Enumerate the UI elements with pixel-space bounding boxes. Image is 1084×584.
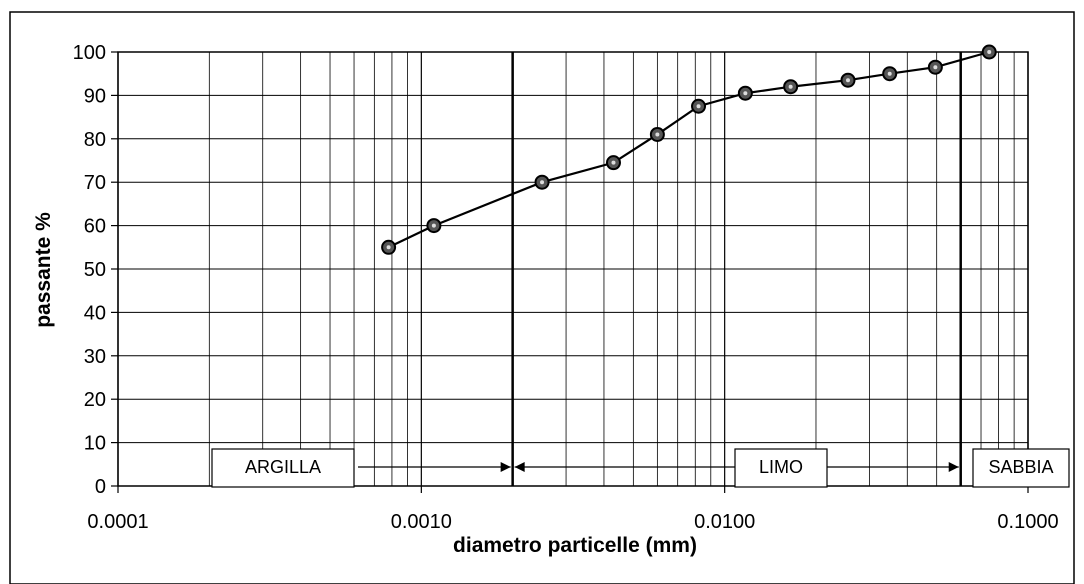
x-tick-label: 0.0010 <box>391 511 452 533</box>
data-point-highlight <box>431 223 436 228</box>
data-point-highlight <box>696 104 701 109</box>
data-point-highlight <box>887 71 892 76</box>
x-axis-tick-labels: 0.0001 0.0010 0.0100 0.1000 <box>87 511 1058 533</box>
x-tick-label: 0.0001 <box>87 511 148 533</box>
y-tick-label: 30 <box>84 346 106 368</box>
chart-frame <box>9 11 1075 584</box>
y-tick-label: 70 <box>84 172 106 194</box>
x-tick-label: 0.1000 <box>997 511 1058 533</box>
zone-boundaries <box>511 52 962 486</box>
series-line <box>388 50 990 249</box>
x-tick-label: 0.0100 <box>694 511 755 533</box>
arrowhead-argilla <box>500 462 511 472</box>
y-tick-label: 90 <box>84 85 106 107</box>
x-axis-title: diametro particelle (mm) <box>453 534 697 557</box>
zone-annotations: ARGILLA LIMO SABBIA <box>211 448 1070 488</box>
data-series <box>381 44 997 255</box>
gridlines <box>111 51 1029 493</box>
data-point-highlight <box>845 78 850 83</box>
zone-box-argilla <box>211 448 355 488</box>
arrowhead-limo-right <box>948 462 959 472</box>
data-point-highlight <box>611 160 616 165</box>
y-tick-label: 80 <box>84 129 106 151</box>
y-axis-title: passante % <box>32 212 55 328</box>
data-point-highlight <box>743 91 748 96</box>
y-tick-label: 60 <box>84 216 106 238</box>
zone-label-sabbia: SABBIA <box>988 457 1053 477</box>
zone-label-limo: LIMO <box>759 457 803 477</box>
data-point-highlight <box>386 245 391 250</box>
zone-box-sabbia <box>972 448 1070 488</box>
y-tick-label: 40 <box>84 302 106 324</box>
data-point-highlight <box>933 65 938 70</box>
y-axis-tick-labels: 0 10 20 30 40 50 60 70 80 90 100 <box>73 42 106 498</box>
y-tick-label: 50 <box>84 259 106 281</box>
y-tick-label: 100 <box>73 42 106 64</box>
data-point-highlight <box>788 84 793 89</box>
zone-label-argilla: ARGILLA <box>245 457 321 477</box>
y-tick-label: 20 <box>84 389 106 411</box>
y-tick-label: 0 <box>95 476 106 498</box>
data-point-highlight <box>987 50 992 54</box>
data-point-highlight <box>540 180 545 185</box>
arrowhead-limo-left <box>514 462 525 472</box>
zone-box-limo <box>734 448 828 488</box>
data-point-highlight <box>655 132 660 137</box>
y-tick-label: 10 <box>84 433 106 455</box>
